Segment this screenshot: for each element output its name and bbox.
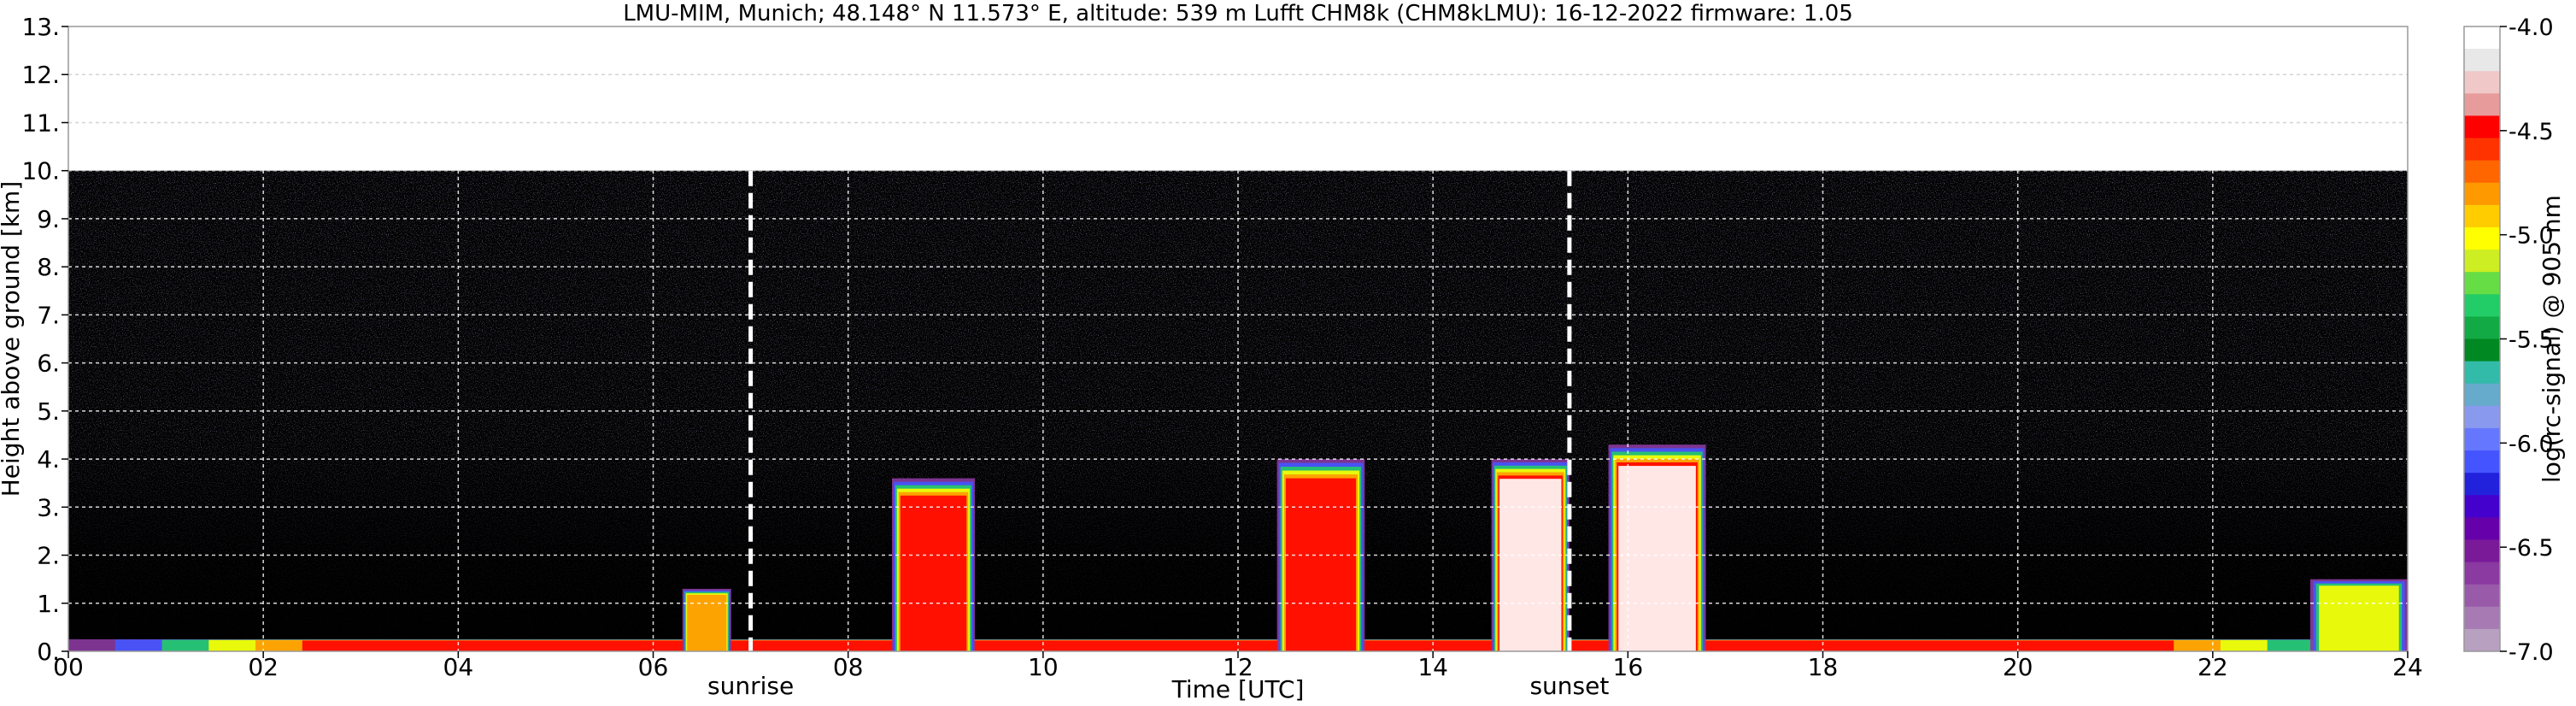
annotation-label-sunrise: sunrise [707,672,794,700]
colorbar-segment [2464,49,2500,72]
x-tick-label: 12 [1223,653,1253,681]
colorbar-segment [2464,26,2500,50]
colorbar-segment [2464,93,2500,117]
y-axis-label: Height above ground [km] [0,181,25,497]
colorbar-tick-label: -5.0 [2509,223,2554,250]
colorbar: -4.0 -4.5 -5.0 -5.5 -6.0 -6.5 -7.0 [2463,15,2554,666]
grid-lines [68,26,2408,651]
colorbar-segment [2464,182,2500,206]
signal-feature [1499,479,1562,651]
y-tick-label: 3. [37,493,60,521]
x-tick-label: 10 [1028,653,1059,681]
colorbar-segment [2464,227,2500,250]
x-tick-label: 08 [833,653,864,681]
colorbar-segment [2464,272,2500,295]
y-tick-label: 0. [37,638,60,666]
colorbar-segment [2464,606,2500,630]
signal-feature [1618,466,1696,651]
colorbar-segment [2464,628,2500,652]
annotations: sunrise sunset [707,170,1609,700]
y-tick-label: 10. [21,157,60,185]
x-tick-label: 18 [1808,653,1839,681]
plot-background [68,26,2408,651]
colorbar-segment [2464,160,2500,184]
colorbar-tick-label: -4.0 [2509,15,2554,41]
colorbar-label: log(rc-signal) @ 905 nm [2538,195,2566,483]
signal-feature [2319,585,2399,651]
y-tick-label: 1. [37,590,60,618]
y-tick-label: 8. [37,253,60,281]
colorbar-segment [2464,584,2500,608]
x-tick-label: 04 [443,653,474,681]
signal-features [68,444,2408,651]
colorbar-segment [2464,383,2500,407]
colorbar-segment [2464,250,2500,273]
colorbar-tick-label: -6.5 [2509,535,2554,562]
x-tick-label: 22 [2198,653,2228,681]
colorbar-tick-label: -5.5 [2509,327,2554,354]
colorbar-tick-label: -6.0 [2509,431,2554,457]
y-tick-label: 9. [37,205,60,233]
y-tick-label: 7. [37,301,60,329]
x-tick-label: 14 [1417,653,1448,681]
colorbar-segment [2464,562,2500,585]
y-tick-label: 5. [37,397,60,426]
colorbar-segment [2464,294,2500,317]
colorbar-tick-label: -4.5 [2509,119,2554,145]
signal-feature [1285,478,1357,651]
annotation-label-sunset: sunset [1529,672,1609,700]
x-axis-label: Time [UTC] [1171,675,1305,703]
colorbar-segment [2464,539,2500,563]
colorbar-segment [2464,71,2500,94]
colorbar-segment [2464,495,2500,518]
signal-feature [687,594,727,651]
x-tick-label: 20 [2003,653,2033,681]
colorbar-segment [2464,316,2500,340]
signal-feature [900,495,967,651]
x-tick-label: 24 [2392,653,2423,681]
colorbar-segment [2464,473,2500,496]
y-tick-label: 13. [21,13,60,41]
x-tick-label: 16 [1613,653,1644,681]
y-tick-label: 11. [21,109,60,137]
colorbar-segment [2464,338,2500,362]
colorbar-segment [2464,115,2500,139]
colorbar-segment [2464,361,2500,385]
y-tick-label: 4. [37,445,60,474]
colorbar-segment [2464,138,2500,162]
colorbar-segment [2464,427,2500,451]
y-tick-label: 12. [21,61,60,89]
x-tick-label: 02 [248,653,279,681]
y-tick-label: 2. [37,542,60,570]
y-axis: 0. 1. 2. 3. 4. 5. 6. 7. 8. 9. 10. 11. 12. 13. [21,13,68,666]
colorbar-segment [2464,204,2500,228]
colorbar-segment [2464,405,2500,429]
x-tick-label: 06 [638,653,669,681]
y-tick-label: 6. [37,350,60,378]
x-tick-label: 00 [53,653,84,681]
x-axis: 00 02 04 06 08 10 12 14 16 18 20 22 24 [53,651,2423,681]
colorbar-segment [2464,517,2500,541]
colorbar-segment [2464,450,2500,474]
colorbar-tick-label: -7.0 [2509,639,2554,666]
chart-title: LMU-MIM, Munich; 48.148° N 11.573° E, al… [623,1,1853,26]
